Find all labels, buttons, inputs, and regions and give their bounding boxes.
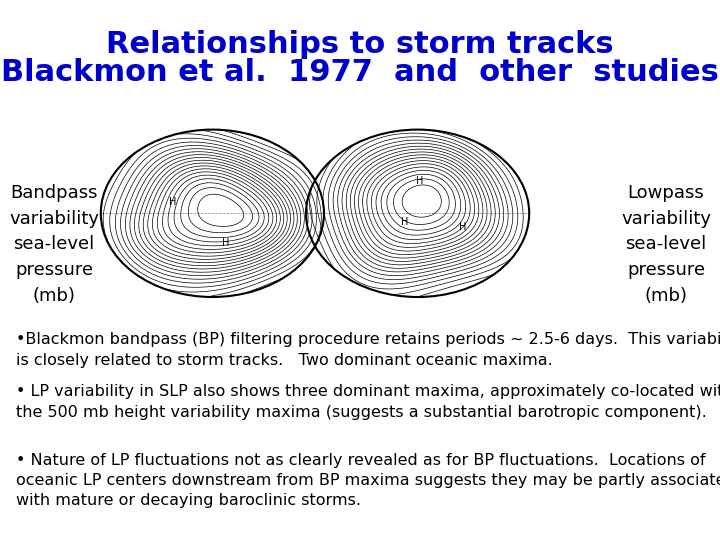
Text: pressure: pressure <box>627 261 705 279</box>
Circle shape <box>306 130 529 297</box>
Text: H: H <box>168 198 176 207</box>
Circle shape <box>101 130 324 297</box>
Text: (Blackmon et al.  1977  and  other  studies): (Blackmon et al. 1977 and other studies) <box>0 58 720 87</box>
Text: H: H <box>459 222 466 232</box>
Text: Lowpass: Lowpass <box>628 184 704 201</box>
Text: • Nature of LP fluctuations not as clearly revealed as for BP fluctuations.  Loc: • Nature of LP fluctuations not as clear… <box>16 453 720 508</box>
Text: sea-level: sea-level <box>14 235 94 253</box>
Text: H: H <box>222 238 230 248</box>
Circle shape <box>306 130 529 297</box>
Text: sea-level: sea-level <box>626 235 706 253</box>
Text: Bandpass: Bandpass <box>10 184 98 201</box>
Text: Relationships to storm tracks: Relationships to storm tracks <box>106 30 614 59</box>
Text: H: H <box>400 217 408 227</box>
Text: H: H <box>416 177 423 186</box>
Circle shape <box>101 130 324 297</box>
Text: • LP variability in SLP also shows three dominant maxima, approximately co-locat: • LP variability in SLP also shows three… <box>16 384 720 420</box>
Text: variability: variability <box>621 210 711 227</box>
Text: •Blackmon bandpass (BP) filtering procedure retains periods ~ 2.5-6 days.  This : •Blackmon bandpass (BP) filtering proced… <box>16 332 720 368</box>
Text: variability: variability <box>9 210 99 227</box>
Text: pressure: pressure <box>15 261 93 279</box>
Text: (mb): (mb) <box>32 287 76 305</box>
Text: (mb): (mb) <box>644 287 688 305</box>
